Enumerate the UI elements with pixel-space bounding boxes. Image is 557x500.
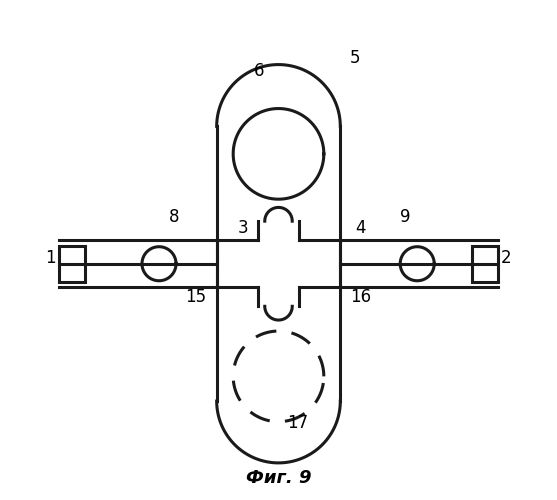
Text: 17: 17: [287, 414, 308, 432]
Text: 4: 4: [356, 219, 366, 237]
Text: 2: 2: [501, 249, 512, 267]
Text: 9: 9: [399, 208, 410, 226]
Text: 1: 1: [45, 249, 56, 267]
Text: 5: 5: [350, 48, 361, 66]
Text: Фиг. 9: Фиг. 9: [246, 469, 311, 487]
Bar: [58, 246, 85, 282]
Text: 15: 15: [185, 288, 207, 306]
Text: 8: 8: [169, 208, 179, 226]
Text: 3: 3: [237, 219, 248, 237]
Text: 16: 16: [350, 288, 372, 306]
Bar: [472, 246, 499, 282]
Text: 6: 6: [254, 62, 265, 80]
